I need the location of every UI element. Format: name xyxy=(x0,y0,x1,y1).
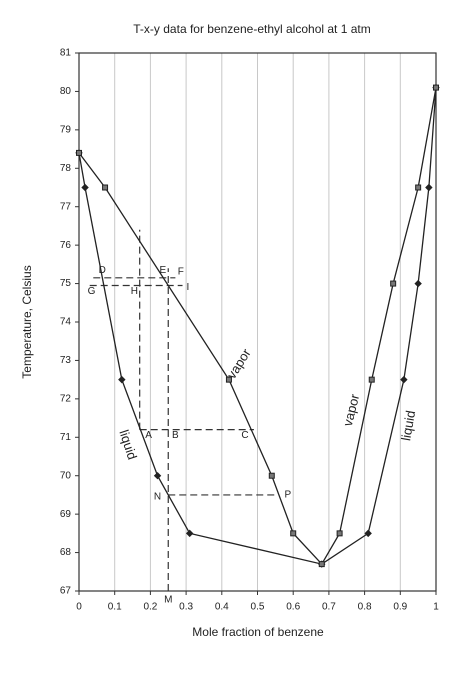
annotation: F xyxy=(178,267,184,278)
x-tick-label: 0.4 xyxy=(215,602,229,613)
marker-square xyxy=(268,472,275,479)
y-tick-label: 77 xyxy=(60,201,72,212)
x-tick-label: 0.5 xyxy=(251,602,265,613)
x-tick-label: 1 xyxy=(433,602,439,613)
y-tick-label: 74 xyxy=(60,317,72,328)
marker-square xyxy=(76,149,82,156)
y-tick-label: 72 xyxy=(60,393,72,404)
annotation: I xyxy=(186,282,189,293)
x-axis-label: Mole fraction of benzene xyxy=(192,625,324,639)
x-tick-label: 0.9 xyxy=(393,602,407,613)
x-tick-label: 0.2 xyxy=(143,602,157,613)
marker-square xyxy=(336,530,343,537)
marker-diamond xyxy=(400,375,408,384)
annotation: M xyxy=(164,594,172,605)
x-tick-label: 0 xyxy=(76,602,82,613)
annotation: A xyxy=(145,430,152,441)
y-tick-label: 70 xyxy=(60,470,72,481)
marker-square xyxy=(415,184,422,191)
annotation: vapor xyxy=(340,392,363,428)
y-tick-label: 67 xyxy=(60,586,72,597)
y-tick-label: 78 xyxy=(60,163,72,174)
marker-diamond xyxy=(425,183,433,192)
marker-diamond xyxy=(153,472,162,480)
x-tick-label: 0.1 xyxy=(108,602,122,613)
y-axis-label: Temperature, Celsius xyxy=(20,265,34,378)
x-tick-label: 0.3 xyxy=(179,602,193,613)
marker-square xyxy=(102,184,109,191)
marker-diamond xyxy=(81,183,89,192)
y-tick-label: 79 xyxy=(60,124,72,135)
annotation: G xyxy=(88,286,96,297)
annotation: vapor xyxy=(224,345,254,381)
plot-frame xyxy=(78,52,437,592)
annotation: N xyxy=(154,491,161,502)
chart-title: T-x-y data for benzene-ethyl alcohol at … xyxy=(133,22,370,36)
y-tick-label: 71 xyxy=(60,432,72,443)
y-tick-label: 75 xyxy=(60,278,72,289)
annotation: D xyxy=(99,265,106,276)
annotation: liquid xyxy=(398,409,418,442)
y-tick-label: 73 xyxy=(60,355,72,366)
marker-square xyxy=(433,84,439,91)
marker-square xyxy=(390,280,397,287)
annotation: liquid xyxy=(116,428,140,462)
marker-diamond xyxy=(185,529,194,538)
x-tick-label: 0.6 xyxy=(286,602,300,613)
marker-square xyxy=(318,561,325,568)
annotation: P xyxy=(285,490,292,501)
annotation: B xyxy=(172,430,179,441)
y-tick-label: 69 xyxy=(60,509,72,520)
marker-diamond xyxy=(414,279,422,288)
marker-diamond xyxy=(118,375,126,384)
marker-square xyxy=(290,530,297,537)
marker-square xyxy=(225,376,232,383)
x-tick-label: 0.7 xyxy=(322,602,336,613)
x-tick-label: 0.8 xyxy=(358,602,372,613)
marker-diamond xyxy=(364,529,372,538)
marker-square xyxy=(368,376,375,383)
annotation: E xyxy=(160,265,167,276)
y-tick-label: 80 xyxy=(60,86,72,97)
annotation: C xyxy=(241,430,248,441)
y-tick-label: 76 xyxy=(60,240,72,251)
y-tick-label: 81 xyxy=(60,48,72,59)
annotation: H xyxy=(131,286,138,297)
y-tick-label: 68 xyxy=(60,547,72,558)
